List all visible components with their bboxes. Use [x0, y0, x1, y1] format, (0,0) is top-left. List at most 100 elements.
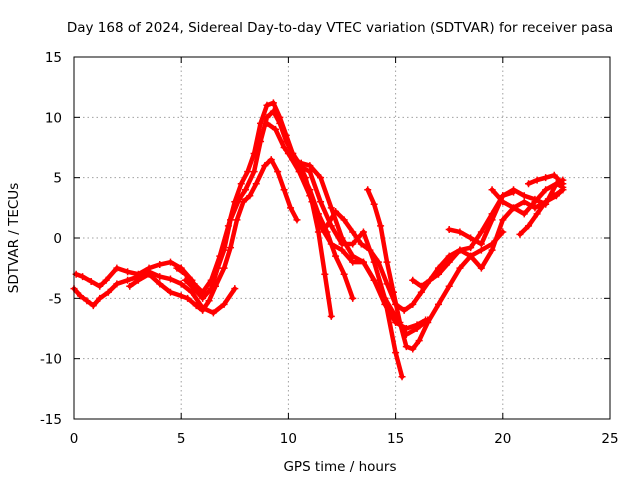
data-point: [520, 210, 528, 218]
y-tick-label: -15: [40, 412, 62, 428]
data-point: [525, 180, 533, 188]
data-point: [533, 176, 541, 184]
data-point: [79, 273, 87, 281]
data-point: [295, 168, 303, 176]
data-point: [293, 216, 301, 224]
data-point: [533, 210, 541, 218]
data-point: [214, 264, 222, 272]
data-point: [156, 273, 164, 281]
data-point: [409, 345, 417, 353]
data-point: [267, 156, 275, 164]
data-point: [338, 240, 346, 248]
data-point: [525, 222, 533, 230]
data-point: [274, 168, 282, 176]
data-point: [246, 192, 254, 200]
data-point: [542, 198, 550, 206]
data-point: [282, 137, 290, 145]
data-point: [321, 270, 329, 278]
data-point: [199, 294, 207, 302]
data-point: [340, 216, 348, 224]
data-point: [244, 168, 252, 176]
y-tick-label: 15: [45, 50, 62, 66]
data-point: [235, 195, 243, 203]
data-point: [317, 174, 325, 182]
x-tick-label: 15: [387, 431, 404, 447]
data-point: [488, 246, 496, 254]
y-tick-label: 0: [53, 231, 62, 247]
data-point: [126, 282, 134, 290]
data-point: [314, 228, 322, 236]
data-point: [398, 373, 406, 381]
data-point: [166, 258, 174, 266]
data-point: [349, 240, 357, 248]
data-point: [383, 258, 391, 266]
data-point: [124, 268, 132, 276]
data-point: [263, 113, 271, 121]
series-arc-7: [284, 150, 430, 332]
data-point: [295, 162, 303, 170]
data-point: [520, 198, 528, 206]
y-tick-label: 5: [53, 171, 62, 187]
x-tick-label: 5: [177, 431, 186, 447]
data-point: [516, 230, 524, 238]
data-point: [317, 222, 325, 230]
chart-title: Day 168 of 2024, Sidereal Day-to-day VTE…: [67, 20, 613, 36]
data-point: [190, 285, 198, 293]
data-point: [531, 198, 539, 206]
data-point: [269, 107, 277, 115]
data-point: [477, 264, 485, 272]
series-arc-15: [525, 171, 567, 188]
data-point: [96, 294, 104, 302]
data-point: [467, 244, 475, 252]
data-point: [96, 282, 104, 290]
series-arc-4: [173, 99, 335, 320]
data-point: [89, 302, 97, 310]
data-point: [499, 198, 507, 206]
data-point: [338, 246, 346, 254]
data-point: [510, 186, 518, 194]
data-point: [104, 288, 112, 296]
data-point: [359, 258, 367, 266]
data-point: [413, 321, 421, 329]
data-point: [402, 325, 410, 332]
y-axis-label: SDTVAR / TECUs: [6, 183, 22, 293]
data-point: [263, 119, 271, 127]
data-point: [467, 252, 475, 260]
data-point: [199, 288, 207, 296]
data-point: [102, 276, 110, 284]
data-point: [250, 168, 258, 176]
data-point: [156, 280, 164, 288]
y-tick-label: -10: [40, 352, 62, 368]
data-point: [520, 192, 528, 200]
data-series: [70, 99, 567, 381]
data-point: [257, 119, 265, 127]
data-point: [173, 264, 181, 272]
data-point: [488, 216, 496, 224]
data-point: [209, 309, 217, 317]
data-point: [76, 292, 84, 300]
data-point: [269, 99, 277, 107]
data-point: [237, 180, 245, 188]
x-axis-label: GPS time / hours: [283, 459, 396, 475]
data-point: [381, 294, 389, 302]
data-point: [272, 125, 280, 133]
data-point: [227, 244, 235, 252]
data-point: [409, 300, 417, 308]
data-point: [415, 337, 423, 345]
data-point: [181, 270, 189, 278]
series-trace: [73, 259, 201, 295]
data-point: [417, 282, 425, 290]
data-point: [287, 204, 295, 212]
data-point: [332, 207, 340, 215]
data-point: [184, 294, 192, 302]
data-point: [134, 270, 142, 278]
data-point: [400, 306, 408, 314]
data-point: [364, 186, 372, 194]
data-point: [349, 252, 357, 260]
series-trace: [174, 100, 334, 319]
series-arc-13: [488, 180, 567, 218]
data-point: [145, 264, 153, 272]
data-point: [417, 288, 425, 296]
data-point: [156, 261, 164, 269]
data-point: [323, 222, 331, 230]
